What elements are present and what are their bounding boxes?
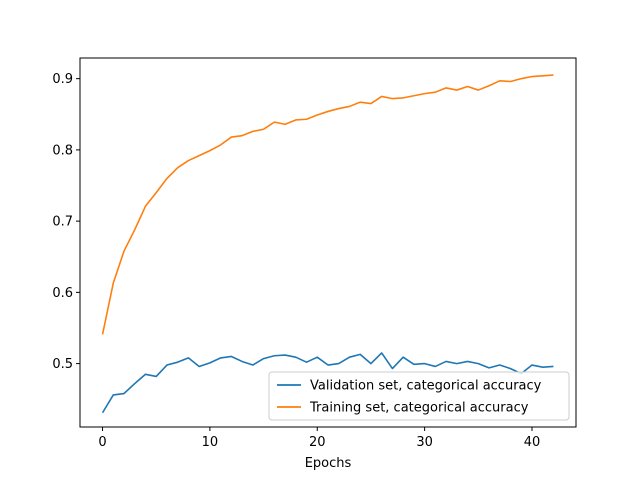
x-tick-label: 10 — [202, 435, 219, 450]
series-line-validation — [101, 352, 554, 414]
y-tick-label: 0.5 — [52, 357, 73, 372]
x-tick-label: 30 — [416, 435, 433, 450]
y-tick-label: 0.8 — [52, 143, 73, 158]
y-tick-label: 0.9 — [52, 72, 73, 87]
axes: 0 10 20 30 40 0.5 0.6 0.7 0.8 0.9 — [52, 57, 577, 450]
legend: Validation set, categorical accuracy Trai… — [268, 371, 570, 421]
series-line-training — [101, 74, 554, 335]
legend-label: Training set, categorical accuracy — [309, 401, 529, 416]
y-tick-label: 0.6 — [52, 286, 73, 301]
x-axis-label: Epochs — [305, 456, 352, 471]
y-tick-label: 0.7 — [52, 215, 73, 230]
x-tick-label: 0 — [98, 435, 106, 450]
legend-box — [268, 371, 570, 421]
plot-frame — [79, 57, 577, 428]
x-tick-label: 20 — [309, 435, 326, 450]
legend-label: Validation set, categorical accuracy — [310, 379, 542, 394]
x-tick-label: 40 — [524, 435, 541, 450]
series-group — [101, 74, 554, 414]
